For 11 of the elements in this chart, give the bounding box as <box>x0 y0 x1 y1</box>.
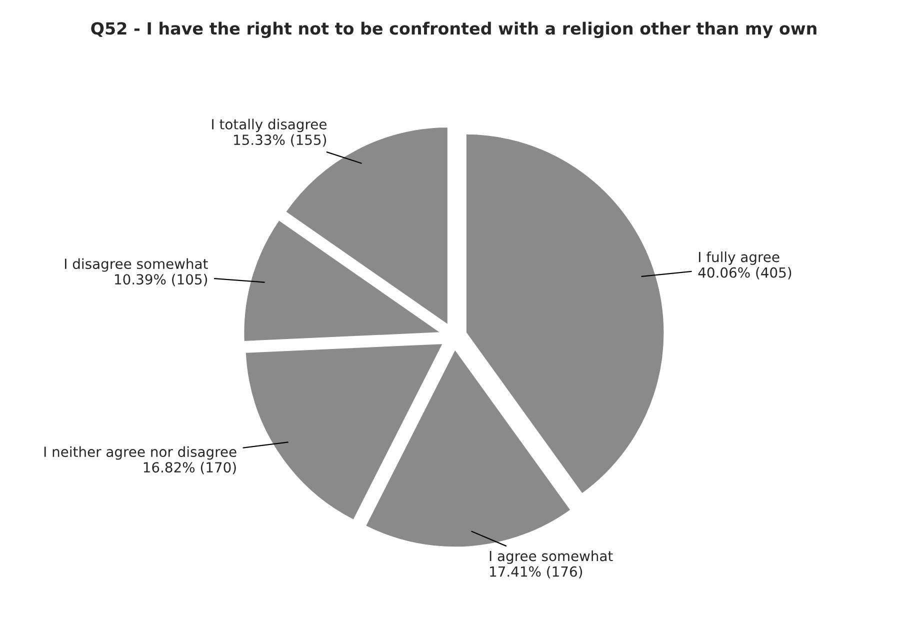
data-label: 15.33% (155) <box>234 134 326 147</box>
data-label: 17.41% (176) <box>490 566 582 578</box>
slice-label: I disagree somewhat <box>65 258 208 272</box>
data-label: 16.82% (170) <box>144 462 236 474</box>
slice-label: I totally disagree <box>212 118 326 132</box>
data-label: 40.06% (405) <box>698 267 792 280</box>
slice-label: I neither agree nor disagree <box>44 446 236 460</box>
slice-label: I agree somewhat <box>490 550 613 564</box>
chart-title: Q52 - I have the right not to be confronted with a religion other than my own <box>91 22 816 38</box>
slice-label: I fully agree <box>698 251 780 265</box>
data-label: 10.39% (105) <box>115 274 208 286</box>
